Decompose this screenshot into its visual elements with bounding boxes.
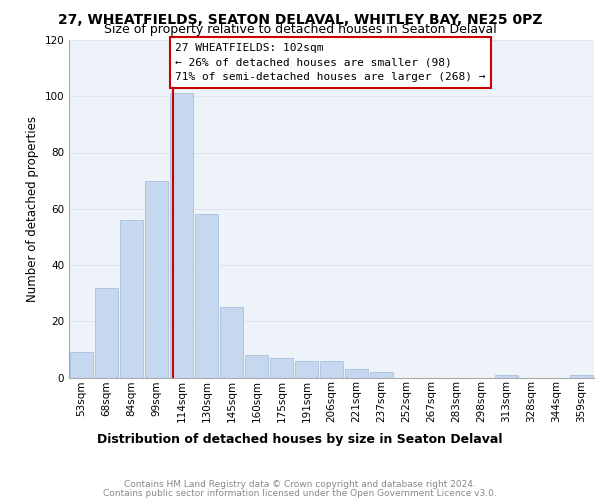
- Bar: [245, 355, 268, 378]
- Bar: [270, 358, 293, 378]
- Bar: [95, 288, 118, 378]
- Text: Contains HM Land Registry data © Crown copyright and database right 2024.: Contains HM Land Registry data © Crown c…: [124, 480, 476, 489]
- Bar: [320, 360, 343, 378]
- Bar: [295, 360, 318, 378]
- Bar: [120, 220, 143, 378]
- Y-axis label: Number of detached properties: Number of detached properties: [26, 116, 39, 302]
- Text: Size of property relative to detached houses in Seaton Delaval: Size of property relative to detached ho…: [104, 22, 496, 36]
- Bar: [345, 369, 368, 378]
- Text: 27 WHEATFIELDS: 102sqm
← 26% of detached houses are smaller (98)
71% of semi-det: 27 WHEATFIELDS: 102sqm ← 26% of detached…: [175, 43, 486, 82]
- Bar: [70, 352, 93, 378]
- Bar: [145, 180, 168, 378]
- Text: Contains public sector information licensed under the Open Government Licence v3: Contains public sector information licen…: [103, 488, 497, 498]
- Bar: [195, 214, 218, 378]
- Text: Distribution of detached houses by size in Seaton Delaval: Distribution of detached houses by size …: [97, 432, 503, 446]
- Text: 27, WHEATFIELDS, SEATON DELAVAL, WHITLEY BAY, NE25 0PZ: 27, WHEATFIELDS, SEATON DELAVAL, WHITLEY…: [58, 12, 542, 26]
- Bar: [170, 94, 193, 378]
- Bar: [370, 372, 393, 378]
- Bar: [220, 307, 243, 378]
- Bar: [495, 374, 518, 378]
- Bar: [570, 374, 593, 378]
